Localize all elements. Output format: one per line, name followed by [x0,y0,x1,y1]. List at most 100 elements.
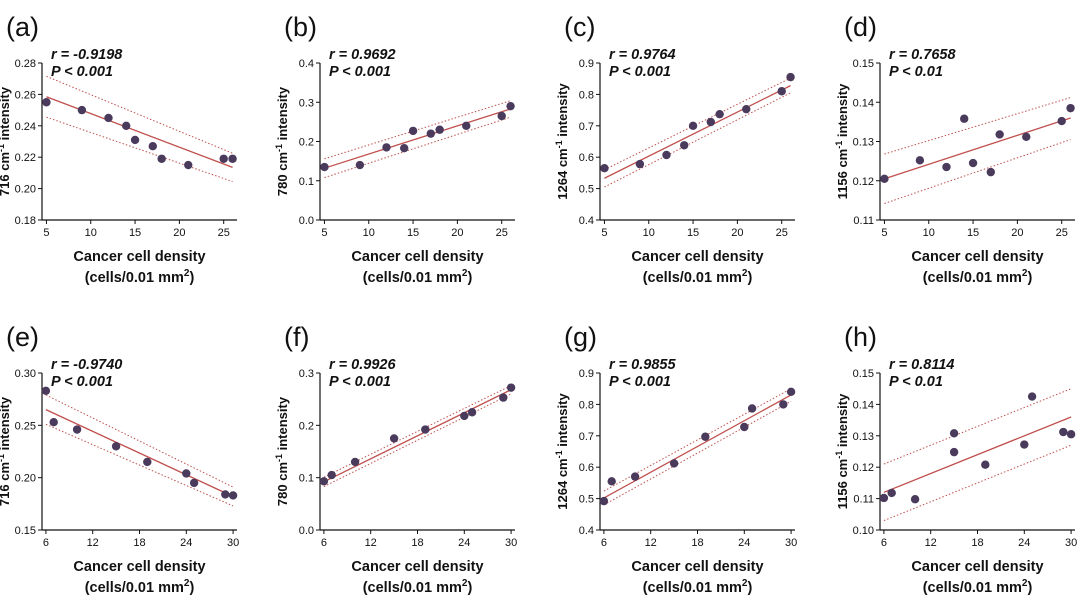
r-value: r = 0.9764 [609,47,676,63]
data-point [1066,430,1076,439]
data-point [182,469,191,478]
x-unit-main: (cells/0.01 mm [643,270,742,286]
data-point [949,429,959,438]
y-label-main: 780 cm [275,152,290,196]
data-point [747,404,757,413]
y-tick-label: 0.18 [15,215,36,227]
data-point [382,143,391,152]
x-tick-label: 10 [363,227,375,239]
x-unit-sup: 2 [1022,578,1028,589]
data-point [143,457,152,467]
data-point [408,126,418,136]
y-axis-title: 780 cm-1 intensity [274,86,290,196]
fit-line [884,117,1071,180]
y-label-tail: intensity [275,396,290,454]
y-label-tail: intensity [835,393,850,451]
y-axis-title: 1156 cm-1 intensity [834,393,850,509]
data-point [506,101,515,111]
data-point [350,457,360,467]
r-value: r = 0.7658 [889,47,956,63]
x-unit-main: (cells/0.01 mm [643,580,742,596]
data-point [715,109,724,119]
ci-upper [883,388,1072,465]
x-tick-label: 12 [645,537,657,549]
p-value: P < 0.01 [889,374,943,390]
x-tick-label: 24 [180,537,192,549]
data-point [777,87,786,96]
y-label-main: 1156 cm [835,459,850,510]
data-point [669,459,679,468]
data-point [157,154,166,163]
y-label-sup: -1 [0,144,6,152]
x-tick-label: 12 [925,537,937,549]
y-label-main: 780 cm [275,462,290,506]
y-label-sup: -1 [554,140,564,148]
data-point [72,425,82,434]
r-value: r = -0.9198 [51,47,123,63]
x-tick-label: 25 [1056,227,1068,239]
data-point [960,114,969,123]
data-point [786,72,795,82]
fit-line [323,389,512,483]
data-point [228,491,238,500]
data-point [786,387,796,397]
fit-line [45,409,234,498]
ci-lower [884,139,1071,204]
ci-upper [324,100,511,160]
data-point [706,117,715,127]
x-unit-sup: 2 [742,268,748,279]
x-axis-unit: (cells/0.01 mm2) [643,268,753,286]
x-tick-label: 24 [738,537,750,549]
x-axis-unit: (cells/0.01 mm2) [85,578,195,596]
fit-line [324,108,511,169]
ci-lower [46,116,233,183]
y-axis-title: 1264 cm-1 intensity [554,83,570,200]
x-tick-label: 18 [691,537,703,549]
data-point [219,154,228,163]
data-point [879,493,889,503]
fit-line [603,394,792,499]
y-tick-label: 0.14 [853,97,874,109]
panel-label: (f) [284,322,309,352]
x-axis-unit: (cells/0.01 mm2) [923,578,1033,596]
data-point [42,98,51,107]
y-label-tail: intensity [0,86,12,144]
p-value: P < 0.001 [609,64,671,80]
data-point [981,460,990,469]
data-point [421,425,430,434]
y-tick-label: 0.15 [853,368,874,380]
y-tick-label: 0.15 [853,58,874,70]
x-axis-title: Cancer cell density [73,249,205,265]
data-point [742,104,751,114]
x-tick-label: 25 [776,227,788,239]
x-axis-unit: (cells/0.01 mm2) [85,268,195,286]
y-axis-title: 716 cm-1 intensity [0,86,12,196]
p-value: P < 0.001 [329,374,391,390]
y-tick-label: 0.11 [853,215,874,227]
p-value: P < 0.001 [51,64,113,80]
data-point [148,142,157,151]
x-tick-label: 10 [923,227,935,239]
data-point [688,121,698,130]
y-axis-title: 1264 cm-1 intensity [554,393,570,510]
x-tick-label: 25 [496,227,508,239]
x-unit-sup: 2 [184,578,190,589]
x-tick-label: 30 [1065,537,1077,549]
y-tick-label: 0.11 [853,494,874,506]
data-point [600,163,609,173]
x-tick-label: 15 [129,227,141,239]
x-axis-title: Cancer cell density [911,249,1043,265]
x-tick-label: 6 [601,537,607,549]
y-label-tail: intensity [835,83,850,141]
data-point [880,174,889,183]
x-axis-unit: (cells/0.01 mm2) [363,578,473,596]
x-unit-main: (cells/0.01 mm [363,270,462,286]
y-tick-label: 0.7 [579,121,594,133]
data-point [1020,440,1029,449]
data-point [630,472,640,481]
x-tick-label: 24 [458,537,470,549]
y-label-sup: -1 [834,451,844,459]
